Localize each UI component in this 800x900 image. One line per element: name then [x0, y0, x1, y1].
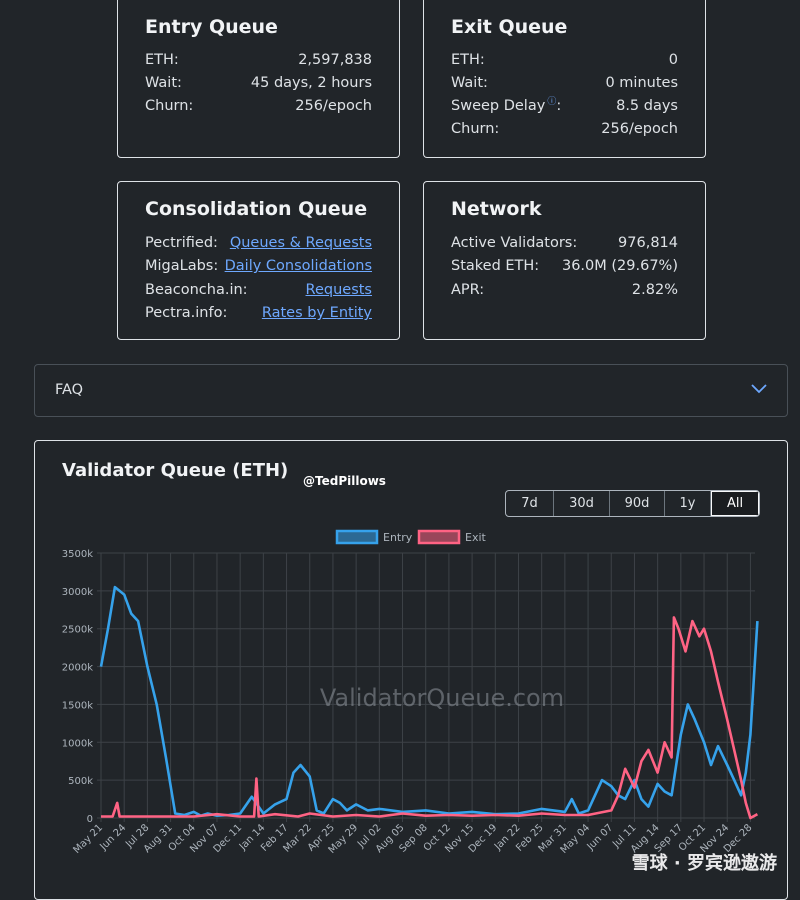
range-all-button[interactable]: All	[711, 491, 759, 516]
legend-swatch-entry	[335, 529, 379, 545]
chevron-down-icon[interactable]	[751, 384, 767, 394]
chart-watermark: ValidatorQueue.com	[320, 684, 564, 712]
exit-queue-title: Exit Queue	[451, 16, 568, 38]
entry-queue-card: Entry Queue ETH: 2,597,838 Wait: 45 days…	[117, 0, 400, 158]
exit-sweep-value: 8.5 days	[616, 98, 678, 114]
range-selector: 7d 30d 90d 1y All	[505, 490, 760, 517]
active-validators-value: 976,814	[618, 235, 678, 251]
entry-churn-label: Churn:	[145, 98, 194, 114]
exit-sweep-row: Sweep Delay ⓘ: 8.5 days	[451, 95, 678, 117]
daily-consolidations-link[interactable]: Daily Consolidations	[224, 258, 372, 274]
exit-eth-label: ETH:	[451, 52, 485, 68]
range-90d-button[interactable]: 90d	[610, 491, 665, 516]
exit-wait-label: Wait:	[451, 75, 488, 91]
entry-queue-title: Entry Queue	[145, 16, 278, 38]
faq-label: FAQ	[55, 382, 84, 398]
x-tick-label: Jun 24	[98, 822, 129, 853]
consolidation-queue-title: Consolidation Queue	[145, 198, 368, 220]
author-handle: @TedPillows	[303, 474, 386, 488]
range-7d-button[interactable]: 7d	[506, 491, 554, 516]
network-card: Network Active Validators: 976,814 Stake…	[423, 181, 706, 340]
legend-swatch-exit	[417, 529, 461, 545]
exit-queue-card: Exit Queue ETH: 0 Wait: 0 minutes Sweep …	[423, 0, 706, 158]
y-tick-label: 1000k	[62, 738, 93, 749]
legend-label-entry: Entry	[383, 531, 413, 544]
entry-wait-label: Wait:	[145, 75, 182, 91]
entry-eth-row: ETH: 2,597,838	[145, 49, 372, 71]
rates-by-entity-link[interactable]: Rates by Entity	[261, 305, 372, 321]
staked-eth-value: 36.0M (29.67%)	[561, 258, 678, 274]
series-line-exit	[101, 616, 759, 820]
queues-requests-link[interactable]: Queues & Requests	[229, 235, 372, 251]
entry-eth-label: ETH:	[145, 52, 179, 68]
entry-churn-value: 256/epoch	[295, 98, 372, 114]
pectra-label: Pectra.info:	[145, 305, 228, 321]
faq-accordion[interactable]: FAQ	[34, 364, 788, 417]
y-tick-label: 0	[87, 814, 93, 825]
network-title: Network	[451, 198, 542, 220]
consolidation-row-pectra: Pectra.info: Rates by Entity	[145, 302, 372, 324]
entry-eth-value: 2,597,838	[298, 52, 372, 68]
corner-watermark: 雪球 · 罗宾逊遨游	[632, 852, 777, 874]
chart-title: Validator Queue (ETH)	[62, 460, 289, 481]
entry-wait-row: Wait: 45 days, 2 hours	[145, 72, 372, 94]
exit-eth-row: ETH: 0	[451, 49, 678, 71]
y-tick-label: 2000k	[62, 663, 93, 674]
exit-sweep-label-suffix: :	[556, 98, 562, 114]
staked-eth-label: Staked ETH:	[451, 258, 540, 274]
exit-churn-row: Churn: 256/epoch	[451, 118, 678, 140]
pectrified-label: Pectrified:	[145, 235, 218, 251]
range-1y-button[interactable]: 1y	[665, 491, 711, 516]
exit-churn-value: 256/epoch	[601, 121, 678, 137]
y-tick-label: 3500k	[62, 549, 93, 560]
y-tick-label: 2500k	[62, 625, 93, 636]
x-tick-label: May 21	[71, 822, 105, 856]
consolidation-row-pectrified: Pectrified: Queues & Requests	[145, 232, 372, 254]
exit-sweep-label: Sweep Delay ⓘ:	[451, 97, 562, 114]
series-line-entry	[99, 585, 759, 818]
validator-queue-chart-card: Validator Queue (ETH) @TedPillows 7d 30d…	[34, 440, 788, 900]
y-tick-label: 3000k	[62, 587, 93, 598]
exit-wait-row: Wait: 0 minutes	[451, 72, 678, 94]
y-tick-label: 1500k	[62, 700, 93, 711]
network-validators-row: Active Validators: 976,814	[451, 232, 678, 254]
range-30d-button[interactable]: 30d	[554, 491, 610, 516]
x-tick-label: Jun 07	[585, 822, 616, 853]
consolidation-queue-card: Consolidation Queue Pectrified: Queues &…	[117, 181, 400, 340]
entry-churn-row: Churn: 256/epoch	[145, 95, 372, 117]
info-icon[interactable]: ⓘ	[547, 97, 557, 107]
consolidation-row-beaconchain: Beaconcha.in: Requests	[145, 279, 372, 301]
exit-wait-value: 0 minutes	[605, 75, 678, 91]
requests-link[interactable]: Requests	[305, 282, 372, 298]
exit-churn-label: Churn:	[451, 121, 500, 137]
y-tick-label: 500k	[68, 776, 93, 787]
apr-value: 2.82%	[631, 282, 678, 298]
migalabs-label: MigaLabs:	[145, 258, 219, 274]
entry-wait-value: 45 days, 2 hours	[250, 75, 372, 91]
active-validators-label: Active Validators:	[451, 235, 578, 251]
beaconchain-label: Beaconcha.in:	[145, 282, 248, 298]
validator-queue-chart: 0 500k 1000k 1500k 2000k 2500k 3000k 3500k May 2…	[62, 529, 777, 874]
exit-sweep-label-text: Sweep Delay	[451, 98, 546, 114]
network-staked-row: Staked ETH: 36.0M (29.67%)	[451, 255, 678, 277]
consolidation-row-migalabs: MigaLabs: Daily Consolidations	[145, 255, 372, 277]
apr-label: APR:	[451, 282, 485, 298]
legend-label-exit: Exit	[465, 531, 487, 544]
exit-eth-value: 0	[668, 52, 678, 68]
network-apr-row: APR: 2.82%	[451, 279, 678, 301]
